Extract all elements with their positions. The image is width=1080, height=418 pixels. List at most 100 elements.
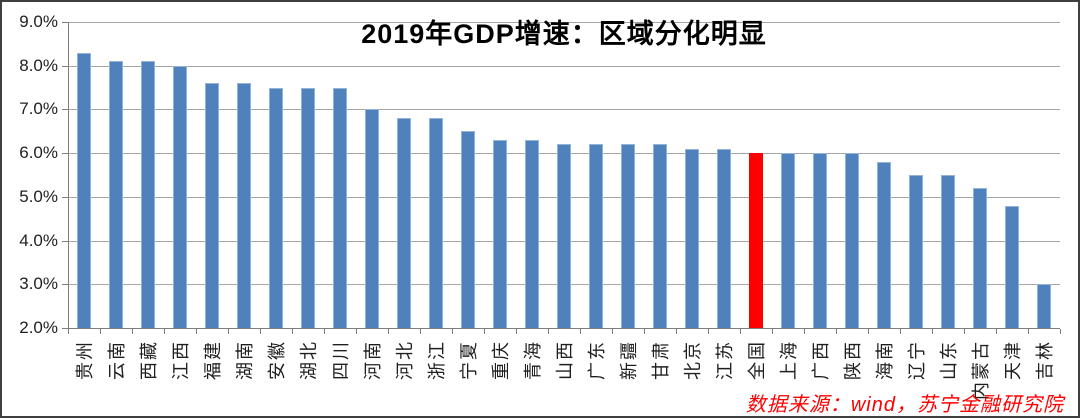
bar-slot <box>996 22 1028 328</box>
bar-广东 <box>589 144 603 328</box>
bar-安徽 <box>269 87 283 328</box>
y-tick <box>62 240 69 242</box>
x-tick <box>229 329 261 334</box>
bar-全国 <box>749 153 763 328</box>
x-tick <box>517 329 549 334</box>
x-tick <box>805 329 837 334</box>
x-axis-label: 湖北 <box>299 340 319 380</box>
bar-宁夏 <box>461 131 475 328</box>
x-axis-label: 陕西 <box>843 340 863 380</box>
bar-slot <box>804 22 836 328</box>
x-tick <box>997 329 1029 334</box>
x-axis-label: 西藏 <box>139 340 159 380</box>
x-axis-label: 北京 <box>683 340 703 380</box>
bar-slot <box>772 22 804 328</box>
x-axis-label: 江苏 <box>715 340 735 380</box>
bar-slot <box>900 22 932 328</box>
source-note: 数据来源：wind，苏宁金融研究院 <box>745 394 1064 416</box>
x-label-cell: 江苏 <box>708 334 740 410</box>
y-axis-label: 8.0% <box>19 55 58 75</box>
y-axis-label: 9.0% <box>19 12 58 31</box>
plot-area <box>68 22 1060 328</box>
x-tick <box>709 329 741 334</box>
x-axis-label: 重庆 <box>491 340 511 380</box>
bar-江苏 <box>717 148 731 328</box>
x-axis-label: 新疆 <box>619 340 639 380</box>
x-axis-label: 河北 <box>395 340 415 380</box>
bar-北京 <box>685 148 699 328</box>
bar-slot <box>356 22 388 328</box>
bar-slot <box>292 22 324 328</box>
x-tick <box>549 329 581 334</box>
bar-山西 <box>557 144 571 328</box>
bar-slot <box>324 22 356 328</box>
x-axis-label: 青海 <box>523 340 543 380</box>
x-axis-ticks <box>68 329 1061 334</box>
bar-湖南 <box>237 83 251 328</box>
bar-slot <box>484 22 516 328</box>
x-label-cell: 云南 <box>100 334 132 410</box>
bar-浙江 <box>429 118 443 328</box>
x-tick <box>357 329 389 334</box>
bar-slot <box>740 22 772 328</box>
bar-slot <box>228 22 260 328</box>
bar-slot <box>68 22 100 328</box>
bar-slot <box>100 22 132 328</box>
bar-slot <box>420 22 452 328</box>
x-axis-label: 广东 <box>587 340 607 380</box>
x-tick <box>837 329 869 334</box>
bar-slot <box>932 22 964 328</box>
bar-吉林 <box>1037 284 1051 328</box>
y-axis-label: 2.0% <box>19 318 58 337</box>
x-axis-label: 贵州 <box>75 340 95 380</box>
bar-贵州 <box>77 52 91 328</box>
x-tick <box>325 329 357 334</box>
bar-西藏 <box>141 61 155 328</box>
bar-江西 <box>173 65 187 328</box>
bar-陕西 <box>845 153 859 328</box>
bar-新疆 <box>621 144 635 328</box>
x-axis-label: 浙江 <box>427 340 447 380</box>
x-tick <box>613 329 645 334</box>
x-tick <box>453 329 485 334</box>
y-axis-label: 5.0% <box>19 186 58 206</box>
x-tick <box>261 329 293 334</box>
bar-甘肃 <box>653 144 667 328</box>
x-axis-label: 海南 <box>875 340 895 380</box>
bar-slot <box>260 22 292 328</box>
bar-slot <box>676 22 708 328</box>
x-axis-label: 安徽 <box>267 340 287 380</box>
bar-slot <box>868 22 900 328</box>
x-axis-label: 上海 <box>779 340 799 380</box>
bar-slot <box>164 22 196 328</box>
y-axis-label: 4.0% <box>19 230 58 250</box>
x-label-cell: 湖南 <box>228 334 260 410</box>
bar-河南 <box>365 109 379 328</box>
x-label-cell: 河北 <box>388 334 420 410</box>
x-axis-label: 天津 <box>1003 340 1023 380</box>
bar-slot <box>548 22 580 328</box>
x-tick <box>101 329 133 334</box>
bar-四川 <box>333 87 347 328</box>
x-tick <box>1029 329 1061 334</box>
x-tick <box>933 329 965 334</box>
bar-青海 <box>525 140 539 328</box>
grid-line <box>68 65 1060 67</box>
x-tick <box>581 329 613 334</box>
y-tick <box>62 22 69 23</box>
chart-title: 2019年GDP增速：区域分化明显 <box>361 19 767 49</box>
y-tick <box>62 328 69 329</box>
bar-重庆 <box>493 140 507 328</box>
x-axis-label: 湖南 <box>235 340 255 380</box>
x-label-cell: 贵州 <box>68 334 100 410</box>
bars-container <box>68 22 1060 328</box>
y-tick <box>62 153 69 155</box>
bar-slot <box>580 22 612 328</box>
x-axis-label: 江西 <box>171 340 191 380</box>
y-axis-label: 3.0% <box>19 274 58 294</box>
bar-slot <box>964 22 996 328</box>
bar-海南 <box>877 161 891 328</box>
x-label-cell: 北京 <box>676 334 708 410</box>
x-tick <box>165 329 197 334</box>
